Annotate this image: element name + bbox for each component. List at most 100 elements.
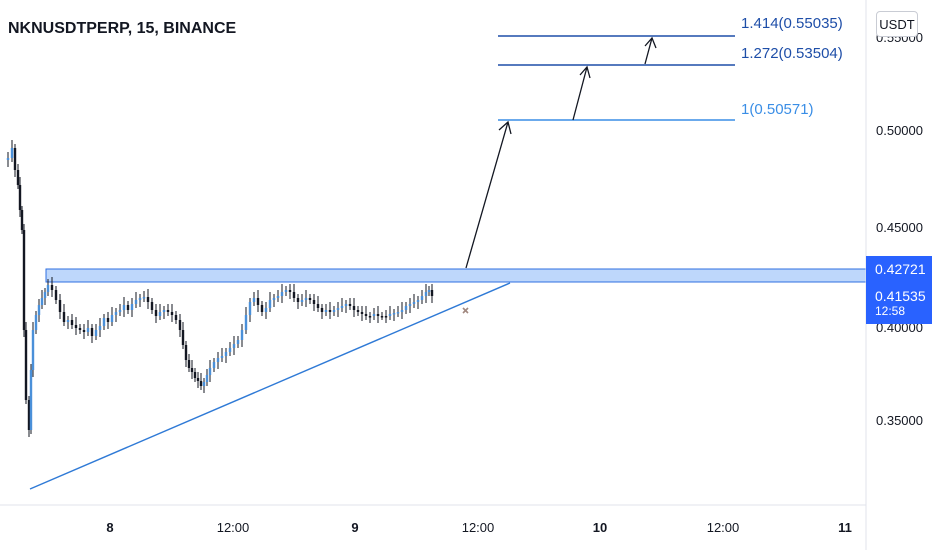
candle-body	[352, 306, 356, 310]
candle-body	[388, 314, 392, 316]
candle-body	[122, 305, 126, 310]
candle-body	[170, 312, 174, 315]
candle-body	[158, 312, 162, 316]
zone-price-label: 0.42721	[875, 260, 926, 277]
currency-button[interactable]: USDT	[876, 11, 918, 37]
price-candles	[6, 140, 434, 437]
fib-label-1272: 1.272(0.53504)	[741, 45, 843, 62]
time-tick-label: 12:00	[217, 520, 250, 535]
candle-body	[316, 304, 320, 308]
candle-body	[416, 300, 420, 302]
candle-body	[102, 318, 106, 326]
candle-body	[20, 210, 24, 230]
projection-arrow-3[interactable]	[644, 36, 657, 65]
candle-body	[264, 308, 268, 312]
price-tick-label: 0.45000	[876, 220, 923, 235]
candle-body	[372, 314, 376, 316]
candle-body	[62, 312, 66, 322]
candle-body	[396, 312, 400, 314]
ascending-trendline[interactable]	[29, 282, 511, 490]
candle-body	[118, 310, 122, 312]
candle-body	[16, 170, 20, 185]
candle-body	[216, 358, 220, 362]
cross-marker-icon	[462, 307, 469, 314]
candle-body	[312, 300, 316, 304]
time-tick-label: 8	[106, 520, 113, 535]
candle-body	[404, 306, 408, 310]
candle-body	[86, 328, 90, 332]
candle-body	[181, 330, 185, 345]
candle-body	[70, 320, 74, 325]
candle-body	[236, 340, 240, 344]
projection-arrow-1[interactable]	[465, 120, 512, 269]
candle-body	[184, 345, 188, 360]
candle-body	[304, 298, 308, 300]
candle-body	[29, 370, 33, 430]
candle-body	[356, 310, 360, 312]
candle-body	[78, 328, 82, 330]
candle-body	[74, 325, 78, 328]
countdown-label: 12:58	[875, 303, 906, 318]
candle-body	[427, 290, 431, 292]
candle-body	[364, 314, 368, 316]
candle-body	[50, 285, 54, 290]
candle-body	[24, 330, 28, 400]
time-tick-label: 9	[351, 520, 358, 535]
time-axis-labels[interactable]: 8 12:00 9 12:00 10 12:00 11	[106, 520, 851, 535]
candle-body	[324, 310, 328, 312]
candle-body	[400, 310, 404, 312]
candle-body	[66, 320, 70, 322]
time-tick-label: 10	[593, 520, 607, 535]
candle-body	[288, 290, 292, 292]
candle-body	[220, 356, 224, 358]
candle-body	[408, 304, 412, 306]
candle-body	[292, 292, 296, 298]
candle-body	[106, 318, 110, 322]
candle-body	[268, 300, 272, 308]
price-axis-labels[interactable]: 0.55000 0.50000 0.45000 0.40000 0.35000	[876, 30, 923, 428]
candle-body	[208, 368, 212, 375]
candle-body	[178, 320, 182, 330]
projection-arrow-2[interactable]	[572, 65, 591, 121]
candle-body	[252, 298, 256, 302]
candle-body	[430, 290, 434, 296]
candle-body	[37, 305, 41, 315]
candle-body	[276, 296, 280, 298]
candle-body	[146, 297, 150, 302]
candle-body	[114, 312, 118, 315]
candle-body	[98, 326, 102, 330]
candle-body	[424, 292, 428, 296]
candle-body	[196, 378, 200, 381]
candle-body	[272, 298, 276, 300]
candle-body	[376, 314, 380, 316]
candle-body	[380, 316, 384, 318]
candle-body	[31, 330, 35, 370]
candle-body	[228, 348, 232, 352]
candle-body	[46, 285, 50, 292]
candle-body	[82, 330, 86, 332]
resistance-zone-layer	[45, 268, 867, 283]
candle-body	[256, 298, 260, 305]
candle-body	[58, 300, 62, 312]
candle-body	[54, 290, 58, 300]
candle-body	[94, 330, 98, 336]
candle-body	[187, 360, 191, 368]
candle-body	[43, 292, 47, 298]
candle-body	[232, 344, 236, 348]
price-tick-label: 0.35000	[876, 413, 923, 428]
candle-body	[22, 230, 26, 330]
candle-body	[90, 328, 94, 336]
candle-body	[126, 305, 130, 310]
candle-body	[110, 315, 114, 322]
candle-body	[190, 368, 194, 372]
time-tick-label: 12:00	[462, 520, 495, 535]
candle-body	[199, 381, 203, 386]
candle-body	[412, 302, 416, 304]
candle-body	[40, 298, 44, 305]
symbol-title[interactable]: NKNUSDTPERP, 15, BINANCE	[8, 20, 237, 37]
price-tick-label: 0.50000	[876, 123, 923, 138]
candle-body	[205, 375, 209, 382]
resistance-zone[interactable]	[45, 268, 867, 283]
candle-body	[280, 292, 284, 296]
